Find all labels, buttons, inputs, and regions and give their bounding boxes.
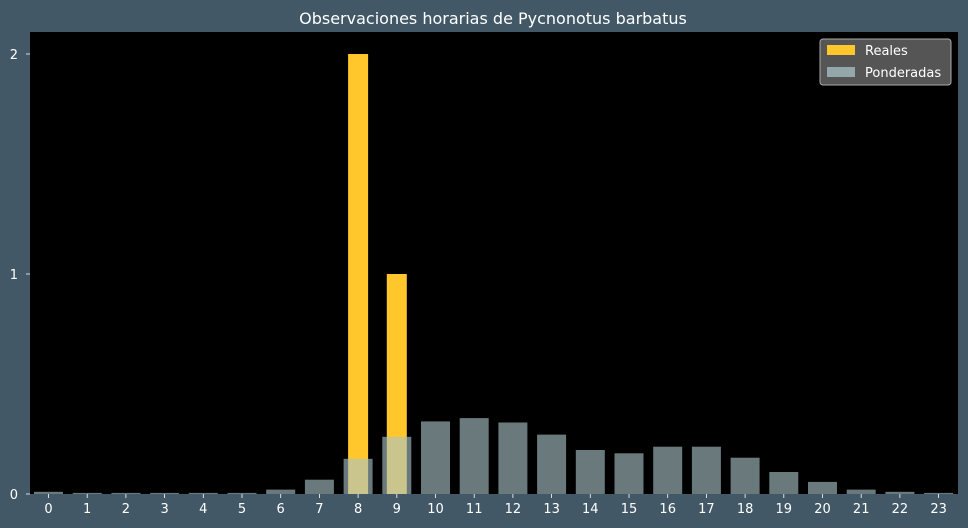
y-tick-label-0: 0 [10, 488, 18, 503]
x-tick-label-23: 23 [930, 502, 947, 517]
x-tick-label-14: 14 [582, 502, 599, 517]
plot-area [30, 32, 958, 494]
bar-ponderadas-9 [382, 436, 412, 494]
bar-ponderadas-16 [653, 446, 683, 494]
bar-ponderadas-7 [304, 479, 334, 494]
x-tick-label-7: 7 [315, 502, 323, 517]
bar-ponderadas-10 [421, 421, 450, 494]
x-tick-label-1: 1 [83, 502, 91, 517]
x-tick-label-19: 19 [776, 502, 793, 517]
x-tick-label-0: 0 [44, 502, 52, 517]
bar-ponderadas-12 [498, 422, 528, 494]
legend-label-reales: Reales [865, 44, 908, 59]
y-tick-label-1: 1 [10, 268, 18, 283]
x-tick-label-20: 20 [814, 502, 831, 517]
bar-ponderadas-22 [885, 491, 915, 494]
bar-ponderadas-1 [72, 492, 102, 494]
bar-ponderadas-11 [459, 418, 489, 494]
x-tick-label-11: 11 [466, 502, 483, 517]
legend-swatch-ponderadas [827, 67, 855, 77]
bar-ponderadas-6 [266, 489, 296, 494]
legend-label-ponderadas: Ponderadas [865, 66, 941, 81]
bar-ponderadas-19 [769, 472, 799, 494]
x-tick-label-17: 17 [698, 502, 715, 517]
x-tick-label-12: 12 [505, 502, 522, 517]
bar-ponderadas-4 [188, 492, 218, 494]
bar-ponderadas-3 [150, 492, 180, 494]
bar-ponderadas-23 [924, 492, 954, 494]
bar-ponderadas-15 [614, 453, 644, 494]
x-tick-label-15: 15 [621, 502, 638, 517]
x-tick-label-8: 8 [354, 502, 362, 517]
y-axis: 0 1 2 [10, 48, 30, 503]
x-tick-label-2: 2 [122, 502, 130, 517]
y-tick-label-2: 2 [10, 48, 18, 63]
bar-ponderadas-18 [730, 457, 760, 494]
x-tick-label-3: 3 [160, 502, 168, 517]
x-tick-label-4: 4 [199, 502, 207, 517]
bar-ponderadas-20 [808, 481, 837, 494]
x-tick-label-9: 9 [393, 502, 401, 517]
x-tick-label-22: 22 [892, 502, 909, 517]
bar-ponderadas-14 [575, 450, 605, 494]
bar-ponderadas-17 [691, 446, 721, 494]
x-tick-label-16: 16 [659, 502, 676, 517]
x-tick-label-5: 5 [238, 502, 246, 517]
chart-title: Observaciones horarias de Pycnonotus bar… [299, 9, 687, 28]
legend: Reales Ponderadas [819, 38, 952, 86]
x-tick-label-10: 10 [427, 502, 444, 517]
bar-ponderadas-21 [846, 489, 876, 494]
bar-ponderadas-2 [111, 492, 141, 494]
bar-ponderadas-8 [343, 458, 373, 494]
bar-ponderadas-5 [227, 492, 257, 494]
x-tick-label-18: 18 [737, 502, 754, 517]
x-tick-label-6: 6 [277, 502, 285, 517]
x-tick-label-21: 21 [853, 502, 870, 517]
bar-reales-8 [348, 54, 369, 494]
series-ponderadas [34, 418, 954, 494]
legend-swatch-reales [827, 45, 855, 55]
x-axis: 0 1 2 3 4 5 6 7 8 9 10 11 12 13 14 15 16 17 18 19 20 21 22 23 [44, 494, 947, 517]
bar-ponderadas-13 [537, 434, 567, 494]
bar-ponderadas-0 [34, 491, 63, 494]
x-tick-label-13: 13 [543, 502, 560, 517]
